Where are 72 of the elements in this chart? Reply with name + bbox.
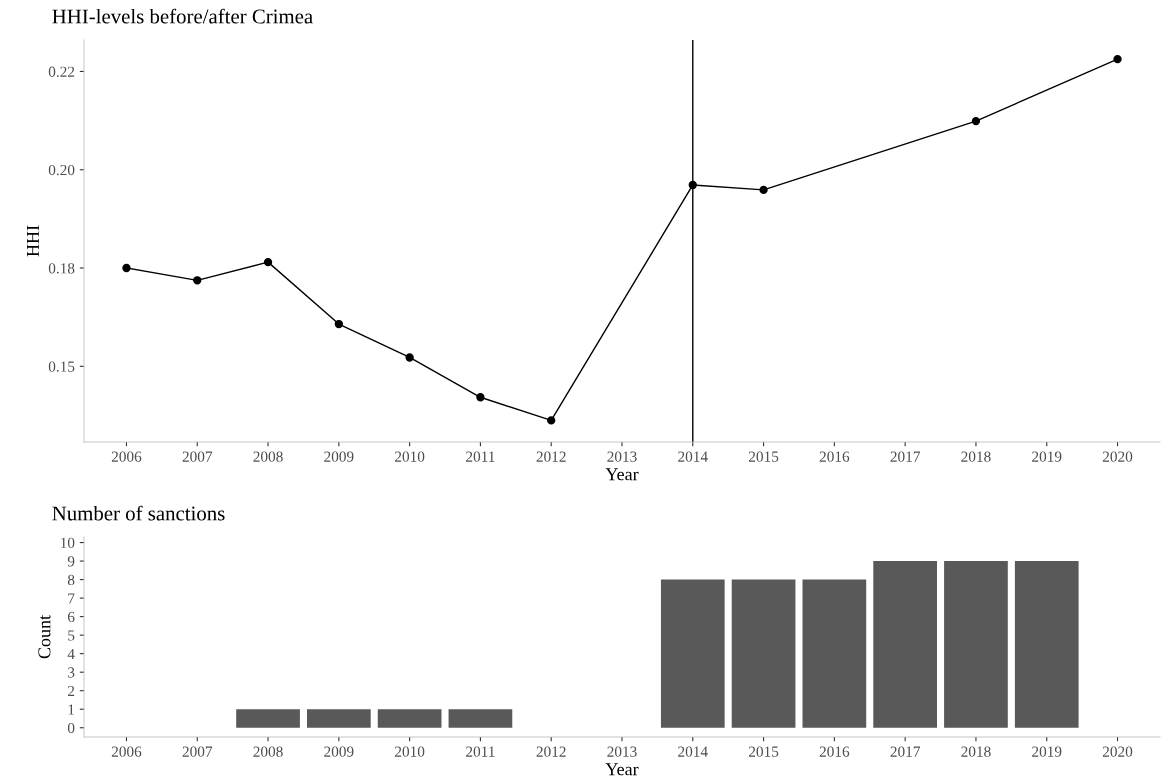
x-tick-label: 2006 — [111, 451, 142, 462]
point — [759, 185, 768, 195]
y-axis-title: HHI — [27, 225, 39, 257]
point — [688, 180, 697, 190]
bar — [802, 579, 867, 728]
x-tick-label: 2019 — [1032, 451, 1062, 462]
chart-title: HHI-levels before/after Crimea — [52, 8, 313, 24]
y-tick-label: 3 — [68, 667, 75, 678]
point — [1113, 54, 1122, 64]
x-tick-label: 2017 — [890, 746, 920, 757]
bar — [377, 709, 442, 728]
point — [405, 353, 414, 362]
x-tick-label: 2019 — [1032, 746, 1062, 757]
x-tick-label: 2013 — [607, 746, 637, 757]
x-axis-title: Year — [605, 763, 639, 776]
bar — [944, 561, 1008, 728]
y-tick-label: 0.22 — [48, 66, 75, 77]
x-tick-label: 2010 — [395, 451, 425, 462]
x-tick-label: 2020 — [1102, 451, 1133, 462]
y-tick-label: 10 — [61, 537, 75, 549]
y-tick-label: 0.15 — [48, 361, 75, 372]
point — [122, 263, 131, 273]
bar — [873, 561, 938, 728]
x-tick-label: 2017 — [890, 451, 920, 462]
x-tick-label: 2020 — [1102, 746, 1133, 757]
y-axis-title: Count — [38, 615, 51, 659]
x-axis-title: Year — [605, 468, 639, 481]
bar — [448, 709, 513, 728]
point — [971, 116, 981, 126]
x-tick-label: 2016 — [819, 746, 850, 757]
x-tick-label: 2007 — [182, 451, 213, 462]
x-tick-label: 2008 — [253, 451, 283, 462]
x-tick-label: 2015 — [748, 451, 779, 462]
y-tick-label: 8 — [67, 574, 75, 586]
bar — [731, 579, 796, 728]
x-tick-label: 2012 — [536, 746, 566, 757]
point — [334, 319, 344, 329]
x-tick-label: 2011 — [466, 451, 495, 462]
y-tick-label: 0 — [67, 722, 75, 734]
x-tick-label: 2006 — [111, 746, 142, 757]
y-tick-label: 0.18 — [48, 263, 75, 274]
bar — [660, 579, 725, 728]
x-tick-label: 2009 — [324, 746, 354, 757]
x-tick-label: 2014 — [678, 451, 708, 462]
y-tick-label: 4 — [67, 648, 75, 659]
bar — [1014, 561, 1079, 728]
x-tick-label: 2013 — [607, 451, 637, 462]
x-tick-label: 2011 — [466, 746, 495, 757]
chart-title: Number of sanctions — [52, 505, 225, 521]
bar — [236, 709, 300, 728]
x-tick-label: 2016 — [819, 451, 850, 462]
y-tick-label: 0.20 — [48, 164, 75, 176]
point — [263, 257, 273, 267]
x-tick-label: 2015 — [748, 746, 779, 757]
y-tick-label: 1 — [68, 704, 75, 715]
x-tick-label: 2018 — [961, 746, 991, 757]
point — [193, 276, 202, 285]
y-tick-label: 9 — [67, 556, 75, 567]
y-tick-label: 6 — [67, 611, 75, 623]
point — [476, 393, 485, 402]
x-tick-label: 2007 — [182, 746, 213, 757]
bar — [306, 709, 371, 728]
y-tick-label: 2 — [68, 685, 75, 696]
x-tick-label: 2014 — [678, 746, 708, 757]
x-tick-label: 2008 — [253, 746, 283, 757]
y-tick-label: 5 — [68, 630, 75, 641]
y-tick-label: 7 — [68, 593, 75, 604]
x-tick-label: 2010 — [395, 746, 425, 757]
x-tick-label: 2012 — [536, 451, 566, 462]
x-tick-label: 2009 — [324, 451, 354, 462]
x-tick-label: 2018 — [961, 451, 991, 462]
point — [547, 416, 556, 425]
